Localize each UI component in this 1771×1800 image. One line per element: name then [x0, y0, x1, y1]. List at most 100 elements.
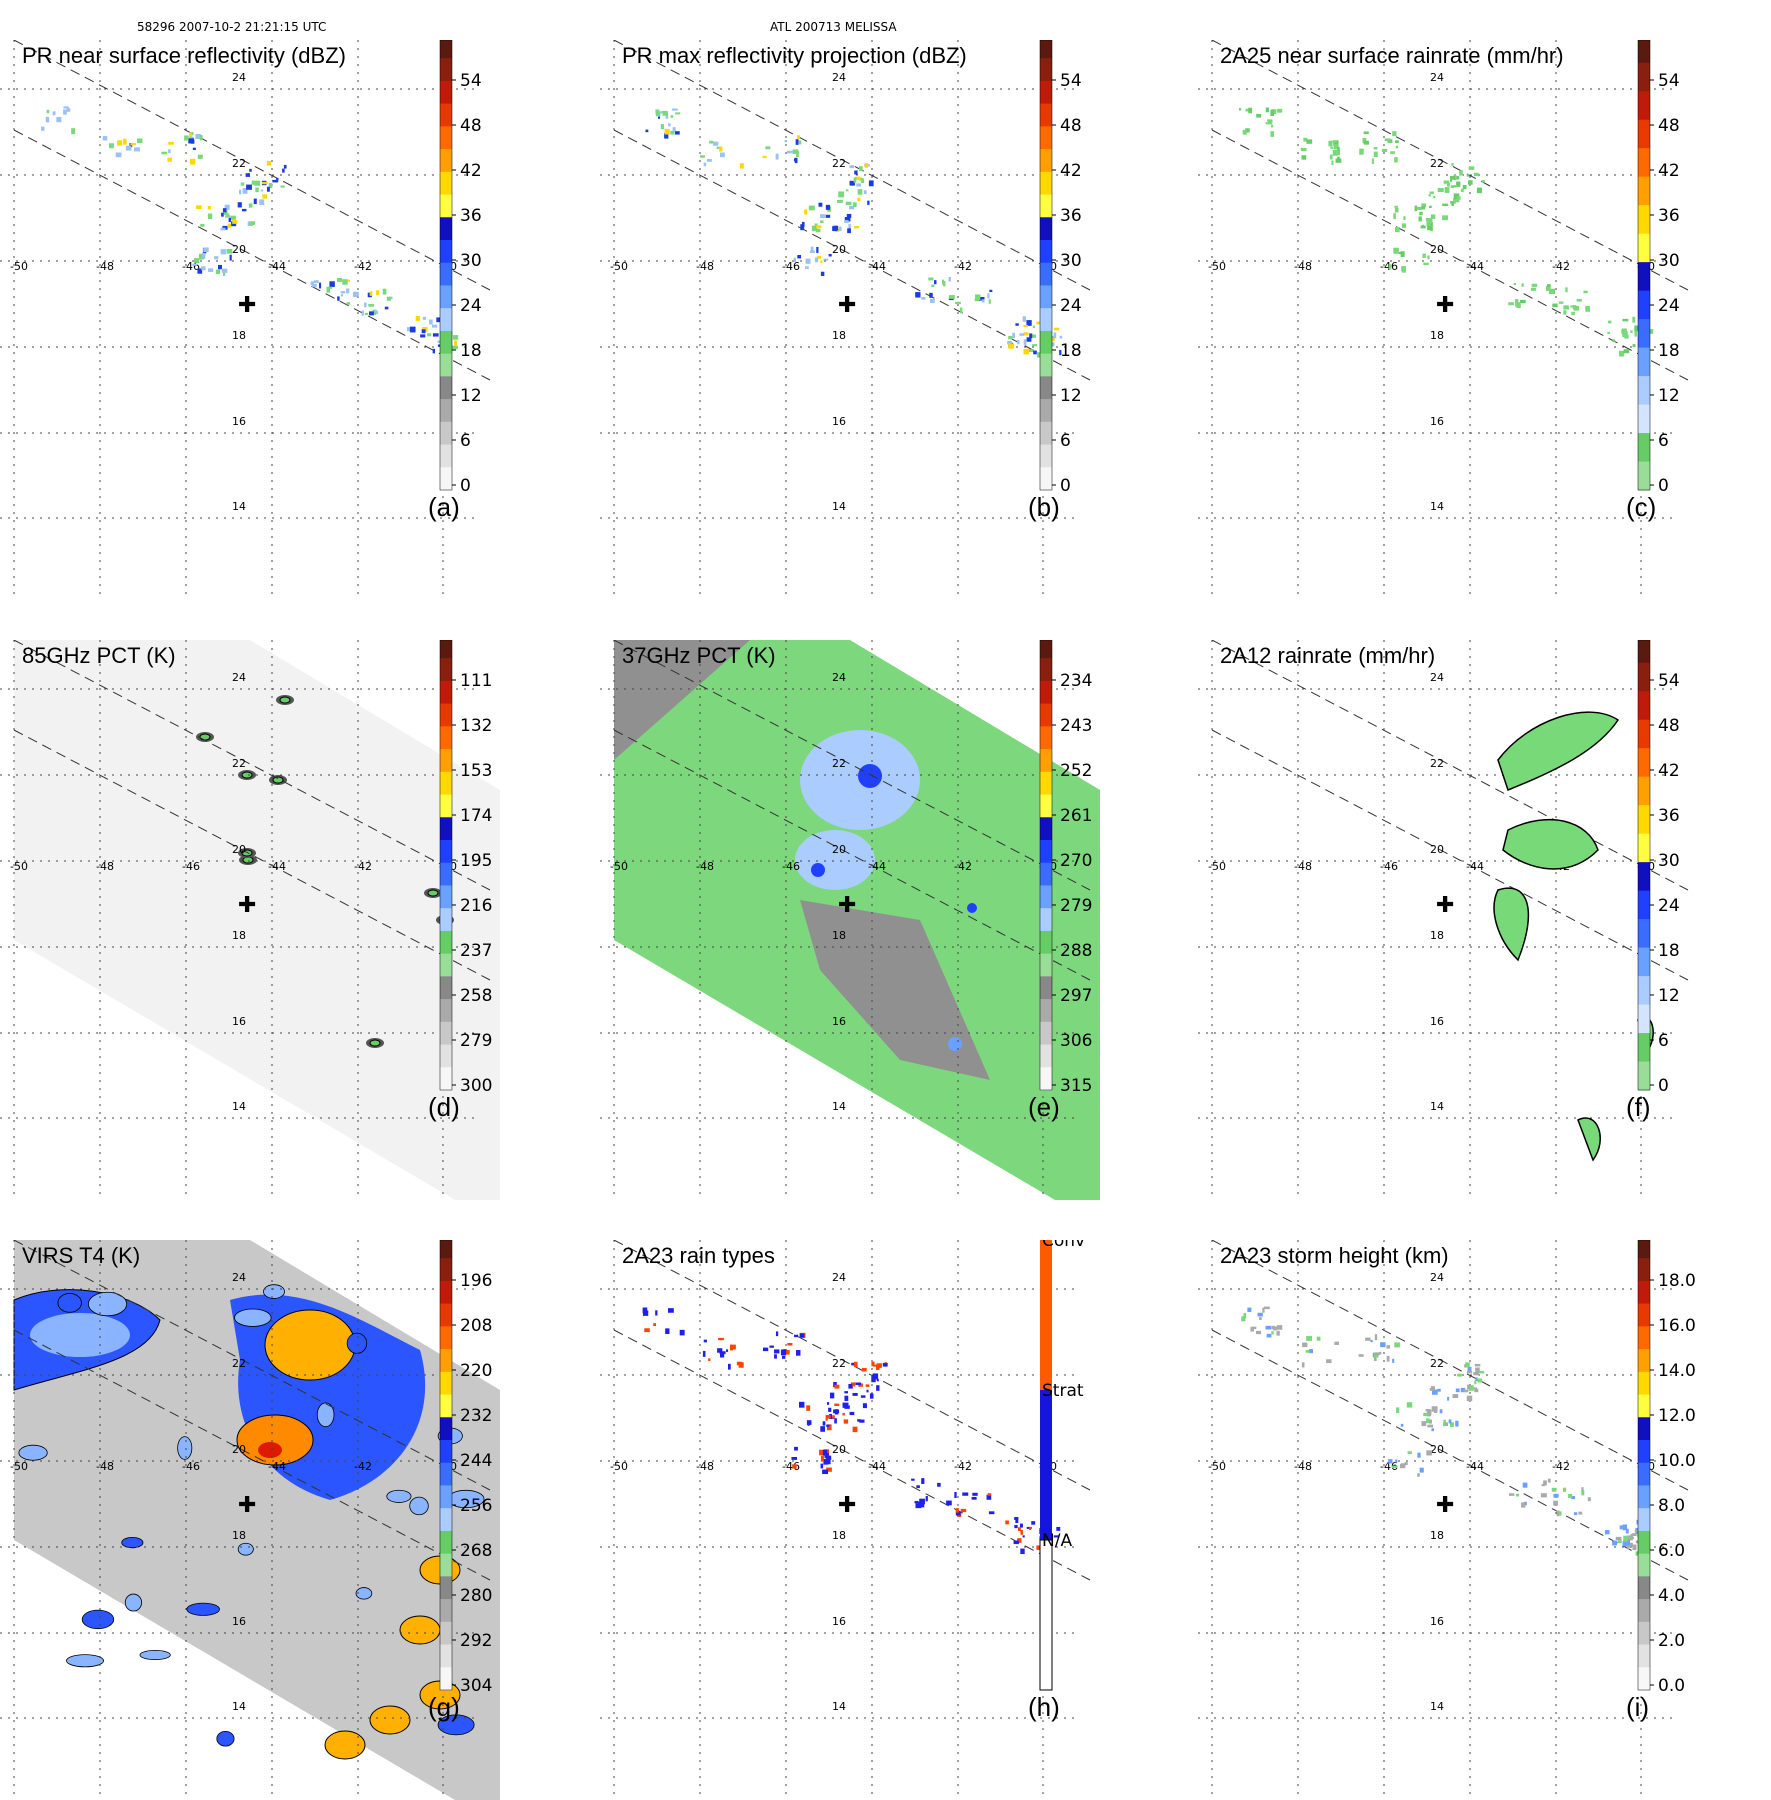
panel-title: PR max reflectivity projection (dBZ) [622, 43, 967, 68]
echo-pixel [948, 295, 955, 299]
colorbar-label: 0 [1658, 476, 1669, 496]
echo-pixel [849, 165, 855, 169]
echo-pixel [866, 1389, 869, 1393]
echo-pixel [719, 1351, 726, 1355]
echo-pixel [719, 146, 723, 152]
echo-pixel [1247, 1307, 1252, 1313]
echo-pixel [828, 254, 832, 257]
map-c: 242220181614-50-48-46-44-42-40✚544842363… [1198, 40, 1689, 600]
lat-tick: 14 [232, 1700, 246, 1713]
echo-pixel [1425, 218, 1432, 222]
echo-pixel [1442, 203, 1449, 206]
echo-pixel [929, 292, 933, 298]
echo-pixel [709, 140, 714, 144]
echo-pixel [1414, 205, 1418, 212]
echo-pixel [207, 205, 211, 210]
echo-pixel [1329, 154, 1333, 160]
echo-pixel [911, 1478, 915, 1481]
echo-pixel [1429, 205, 1432, 209]
echo-pixel [117, 140, 123, 146]
echo-pixel [1466, 1370, 1473, 1374]
echo-pixel [672, 127, 676, 132]
echo-pixel [1473, 1372, 1479, 1376]
lon-tick: -48 [1294, 260, 1312, 273]
echo-pixel [1546, 284, 1551, 287]
echo-pixel [1391, 1465, 1398, 1468]
colorbar-label: 54 [460, 71, 482, 91]
lon-tick: -42 [1552, 260, 1570, 273]
echo-pixel [1543, 1480, 1547, 1486]
echo-pixel [1306, 139, 1313, 144]
echo-pixel [1419, 211, 1423, 215]
echo-pixel [222, 208, 227, 213]
colorbar-label: Conv [1042, 1240, 1085, 1251]
echo-pixel [823, 258, 829, 261]
echo-pixel [1439, 1409, 1443, 1414]
echo-pixel [1476, 187, 1482, 194]
lon-tick: -50 [10, 860, 28, 873]
echo-pixel [1371, 158, 1374, 164]
echo-pixel [46, 109, 50, 114]
echo-pixel [1394, 205, 1398, 208]
echo-pixel [800, 224, 805, 231]
echo-pixel [864, 162, 868, 168]
echo-pixel [1014, 1525, 1018, 1529]
colorbar-label: 261 [1060, 806, 1092, 826]
echo-pixel [1333, 140, 1339, 147]
lon-tick: -48 [696, 1460, 714, 1473]
echo-pixel [230, 215, 236, 220]
echo-pixel [268, 183, 273, 189]
colorbar-label: 42 [460, 161, 482, 181]
echo-pixel [1421, 206, 1425, 210]
echo-pixel [844, 216, 851, 222]
echo-pixel [1556, 1510, 1560, 1517]
echo-pixel [1587, 1497, 1591, 1502]
echo-pixel [1403, 216, 1406, 220]
echo-pixel [730, 1344, 736, 1350]
lat-tick: 22 [832, 757, 846, 770]
echo-pixel [346, 288, 350, 294]
echo-pixel [453, 340, 458, 346]
echo-pixel [1386, 1345, 1391, 1349]
echo-pixel [1337, 146, 1340, 151]
echo-pixel [1634, 1529, 1641, 1532]
echo-pixel [1460, 1387, 1466, 1393]
echo-pixel [1023, 339, 1027, 346]
panel-c: 242220181614-50-48-46-44-42-40✚544842363… [1198, 40, 1771, 600]
lon-tick: -50 [1208, 260, 1226, 273]
echo-pixel [1622, 318, 1629, 322]
echo-pixel [1059, 349, 1062, 356]
colorbar-label: 42 [1658, 161, 1680, 181]
echo-pixel [319, 282, 322, 289]
echo-pixel [1305, 1350, 1310, 1353]
echo-pixel [1508, 302, 1514, 306]
colorbar-label: 252 [1060, 761, 1092, 781]
echo-pixel [1020, 1548, 1025, 1555]
echo-pixel [346, 302, 351, 305]
echo-pixel [125, 145, 132, 151]
echo-pixel [655, 112, 661, 117]
echo-pixel [882, 1362, 888, 1367]
echo-pixel [762, 1347, 769, 1352]
echo-pixel [858, 166, 863, 172]
colorbar-label: 48 [1658, 116, 1680, 136]
echo-pixel [1419, 1467, 1424, 1473]
lat-tick: 16 [232, 1615, 246, 1628]
echo-pixel [738, 1362, 744, 1368]
panel-title: 2A12 rainrate (mm/hr) [1220, 643, 1436, 668]
echo-pixel [221, 212, 224, 217]
echo-pixel [199, 135, 203, 141]
echo-pixel [1316, 1336, 1321, 1341]
echo-pixel [765, 146, 771, 150]
echo-pixel [195, 205, 202, 210]
echo-pixel [1276, 1330, 1280, 1336]
lon-tick: -46 [182, 260, 200, 273]
lon-tick: -46 [782, 260, 800, 273]
echo-pixel [369, 291, 373, 296]
echo-pixel [1363, 131, 1369, 135]
echo-pixel [873, 1364, 879, 1367]
colorbar-label: 280 [460, 1586, 492, 1606]
echo-pixel [1404, 1462, 1408, 1466]
echo-pixel [1248, 107, 1253, 114]
lon-tick: -42 [354, 260, 372, 273]
